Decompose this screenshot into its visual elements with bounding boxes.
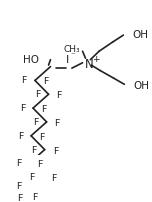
Text: OH: OH xyxy=(132,30,148,40)
Text: HO: HO xyxy=(23,55,39,65)
Text: F: F xyxy=(51,173,56,182)
Text: F: F xyxy=(16,159,21,168)
Text: F: F xyxy=(39,132,44,141)
Text: F: F xyxy=(41,105,46,114)
Text: F: F xyxy=(20,104,25,113)
Text: F: F xyxy=(53,146,58,155)
Text: F: F xyxy=(37,160,43,168)
Text: F: F xyxy=(22,76,27,85)
Text: F: F xyxy=(57,91,62,100)
Text: N: N xyxy=(85,58,94,71)
Text: CH₃: CH₃ xyxy=(64,45,81,54)
Text: +: + xyxy=(92,54,100,63)
Text: F: F xyxy=(43,77,48,86)
Text: F: F xyxy=(33,192,38,201)
Text: F: F xyxy=(33,117,39,126)
Text: F: F xyxy=(18,131,23,140)
Text: F: F xyxy=(29,173,35,181)
Text: OH: OH xyxy=(133,81,149,91)
Text: F: F xyxy=(31,145,37,154)
Text: F: F xyxy=(17,193,23,202)
Text: ⁻: ⁻ xyxy=(71,51,75,60)
Text: I: I xyxy=(66,55,70,65)
Text: F: F xyxy=(55,118,60,127)
Text: F: F xyxy=(35,90,41,99)
Text: F: F xyxy=(17,181,22,190)
